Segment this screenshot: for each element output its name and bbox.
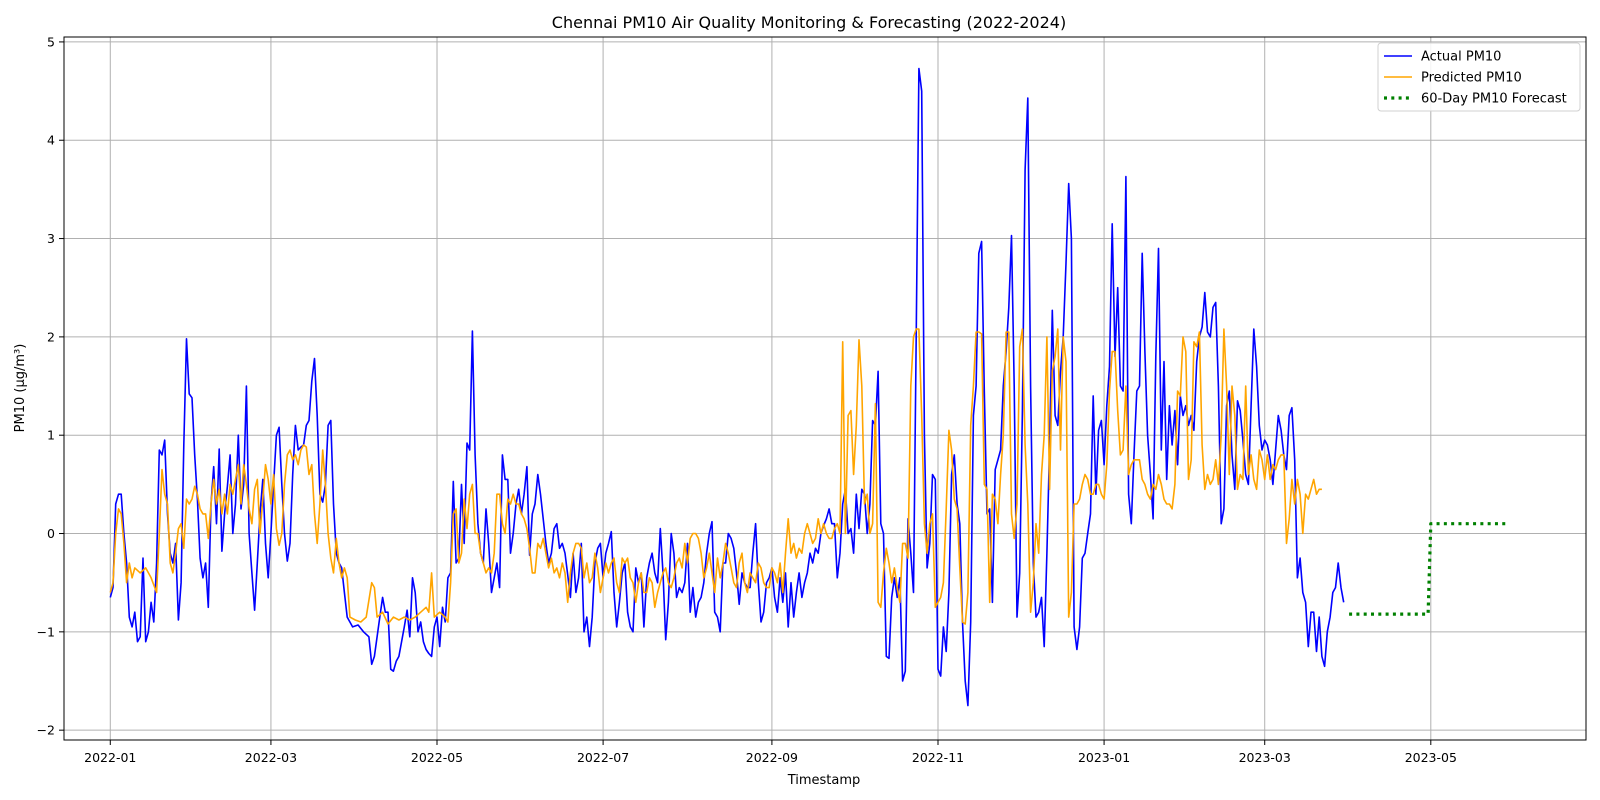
series-line-actual-pm10 <box>109 67 1345 707</box>
y-tick-label: −2 <box>37 723 55 738</box>
x-tick-label: 2022-03 <box>245 750 297 765</box>
x-tick-label: 2022-05 <box>411 750 463 765</box>
series-line-predicted-pm10 <box>109 328 1322 625</box>
series-layer <box>109 67 1507 707</box>
axes: 2022-01 2022-03 2022-05 2022-07 2022-09 2022-… <box>37 34 1457 765</box>
x-tick-label: 2022-11 <box>912 750 964 765</box>
y-tick-label: −1 <box>37 624 55 639</box>
legend-box <box>1377 42 1581 112</box>
series-line-60-day-pm10-forecast <box>1349 522 1507 616</box>
x-tick-label: 2023-01 <box>1078 750 1130 765</box>
legend-label: Predicted PM10 <box>1421 71 1522 86</box>
x-tick-label: 2022-07 <box>577 750 629 765</box>
legend: Actual PM10 Predicted PM10 60-Day PM10 For… <box>1377 42 1581 112</box>
x-tick-label: 2022-01 <box>84 750 136 765</box>
chart-title: Chennai PM10 Air Quality Monitoring & Fo… <box>552 13 1066 32</box>
y-tick-label: 5 <box>47 34 55 49</box>
legend-label: 60-Day PM10 Forecast <box>1421 92 1567 107</box>
grid <box>64 37 1586 740</box>
y-tick-label: 4 <box>47 133 55 148</box>
plot-frame <box>63 36 1587 741</box>
x-tick-label: 2023-03 <box>1239 750 1291 765</box>
y-tick-label: 3 <box>47 231 55 246</box>
y-tick-label: 0 <box>47 526 55 541</box>
y-tick-label: 1 <box>47 428 55 443</box>
legend-label: Actual PM10 <box>1421 50 1501 65</box>
x-axis-label: Timestamp <box>787 773 861 788</box>
y-axis-label: PM10 (µg/m³) <box>13 344 28 433</box>
x-tick-label: 2023-05 <box>1405 750 1457 765</box>
x-tick-label: 2022-09 <box>746 750 798 765</box>
y-tick-label: 2 <box>47 329 55 344</box>
